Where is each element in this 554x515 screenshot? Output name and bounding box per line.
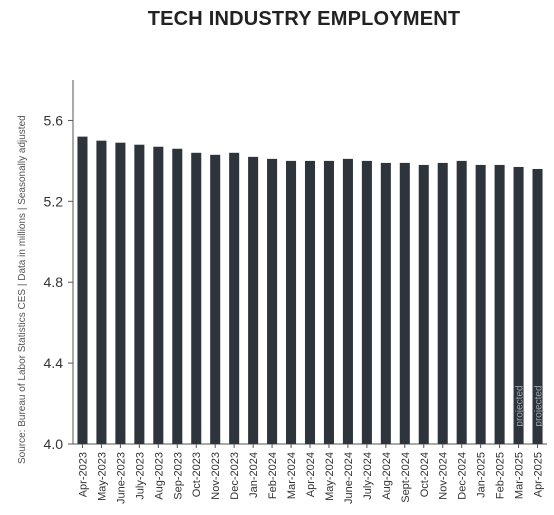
bar	[210, 154, 221, 445]
bar	[456, 160, 467, 444]
bar	[323, 160, 334, 444]
x-tick-label: Aug-2024	[381, 452, 393, 500]
x-tick-label: Jan-2025	[476, 452, 488, 498]
x-tick-label: Dec-2024	[457, 452, 469, 500]
y-tick-label: 5.2	[44, 193, 64, 209]
bar	[286, 160, 297, 444]
bar	[172, 148, 183, 444]
x-tick-label: Feb-2025	[495, 452, 507, 499]
x-tick-label: Apr-2025	[533, 452, 545, 497]
x-tick-label: May-2024	[324, 452, 336, 501]
x-tick-label: July-2023	[134, 452, 146, 500]
x-tick-label: Nov-2023	[210, 452, 222, 500]
y-tick-label: 4.4	[44, 355, 64, 371]
y-tick-label: 5.6	[44, 112, 64, 128]
x-tick-label: Oct-2023	[191, 452, 203, 497]
x-tick-label: May-2023	[96, 452, 108, 501]
x-tick-label: Oct-2024	[419, 452, 431, 497]
bar	[342, 158, 353, 444]
bar	[437, 162, 448, 444]
bar	[513, 166, 524, 444]
x-tick-label: Sept-2024	[400, 452, 412, 503]
x-tick-label: Mar-2024	[286, 452, 298, 499]
bar-annotation: projected	[534, 385, 545, 426]
bar	[494, 164, 505, 444]
bar	[248, 156, 259, 444]
x-tick-label: Apr-2023	[77, 452, 89, 497]
bar	[475, 164, 486, 444]
y-tick-label: 4.0	[44, 436, 64, 452]
y-tick-label: 4.8	[44, 274, 64, 290]
bar	[532, 168, 543, 444]
x-tick-label: Sep-2023	[172, 452, 184, 500]
bar	[77, 136, 88, 444]
x-tick-label: June-2023	[115, 452, 127, 504]
bar	[191, 152, 202, 445]
bar	[134, 144, 145, 444]
bar	[418, 164, 429, 444]
x-tick-label: June-2024	[343, 452, 355, 504]
bar	[229, 152, 240, 445]
x-tick-label: Nov-2024	[438, 452, 450, 500]
x-tick-label: Mar-2025	[514, 452, 526, 499]
x-tick-label: July-2024	[362, 452, 374, 500]
bar	[96, 140, 107, 444]
bar	[153, 146, 164, 444]
x-tick-label: Feb-2024	[267, 452, 279, 499]
x-tick-label: Dec-2023	[229, 452, 241, 500]
bar	[361, 160, 372, 444]
bar	[304, 160, 316, 444]
bar-annotation: projected	[515, 385, 526, 426]
bar	[115, 142, 126, 444]
chart-title: TECH INDUSTRY EMPLOYMENT	[147, 8, 461, 30]
bar	[267, 158, 278, 444]
x-tick-label: Jan-2024	[248, 452, 260, 498]
x-tick-label: Aug-2023	[153, 452, 165, 500]
bar	[380, 162, 391, 444]
bar	[399, 162, 410, 444]
x-tick-label: Apr-2024	[305, 452, 317, 497]
